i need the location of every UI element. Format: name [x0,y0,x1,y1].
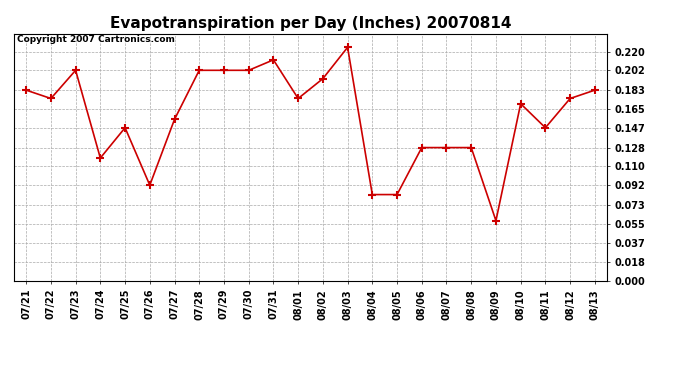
Title: Evapotranspiration per Day (Inches) 20070814: Evapotranspiration per Day (Inches) 2007… [110,16,511,31]
Text: Copyright 2007 Cartronics.com: Copyright 2007 Cartronics.com [17,35,175,44]
